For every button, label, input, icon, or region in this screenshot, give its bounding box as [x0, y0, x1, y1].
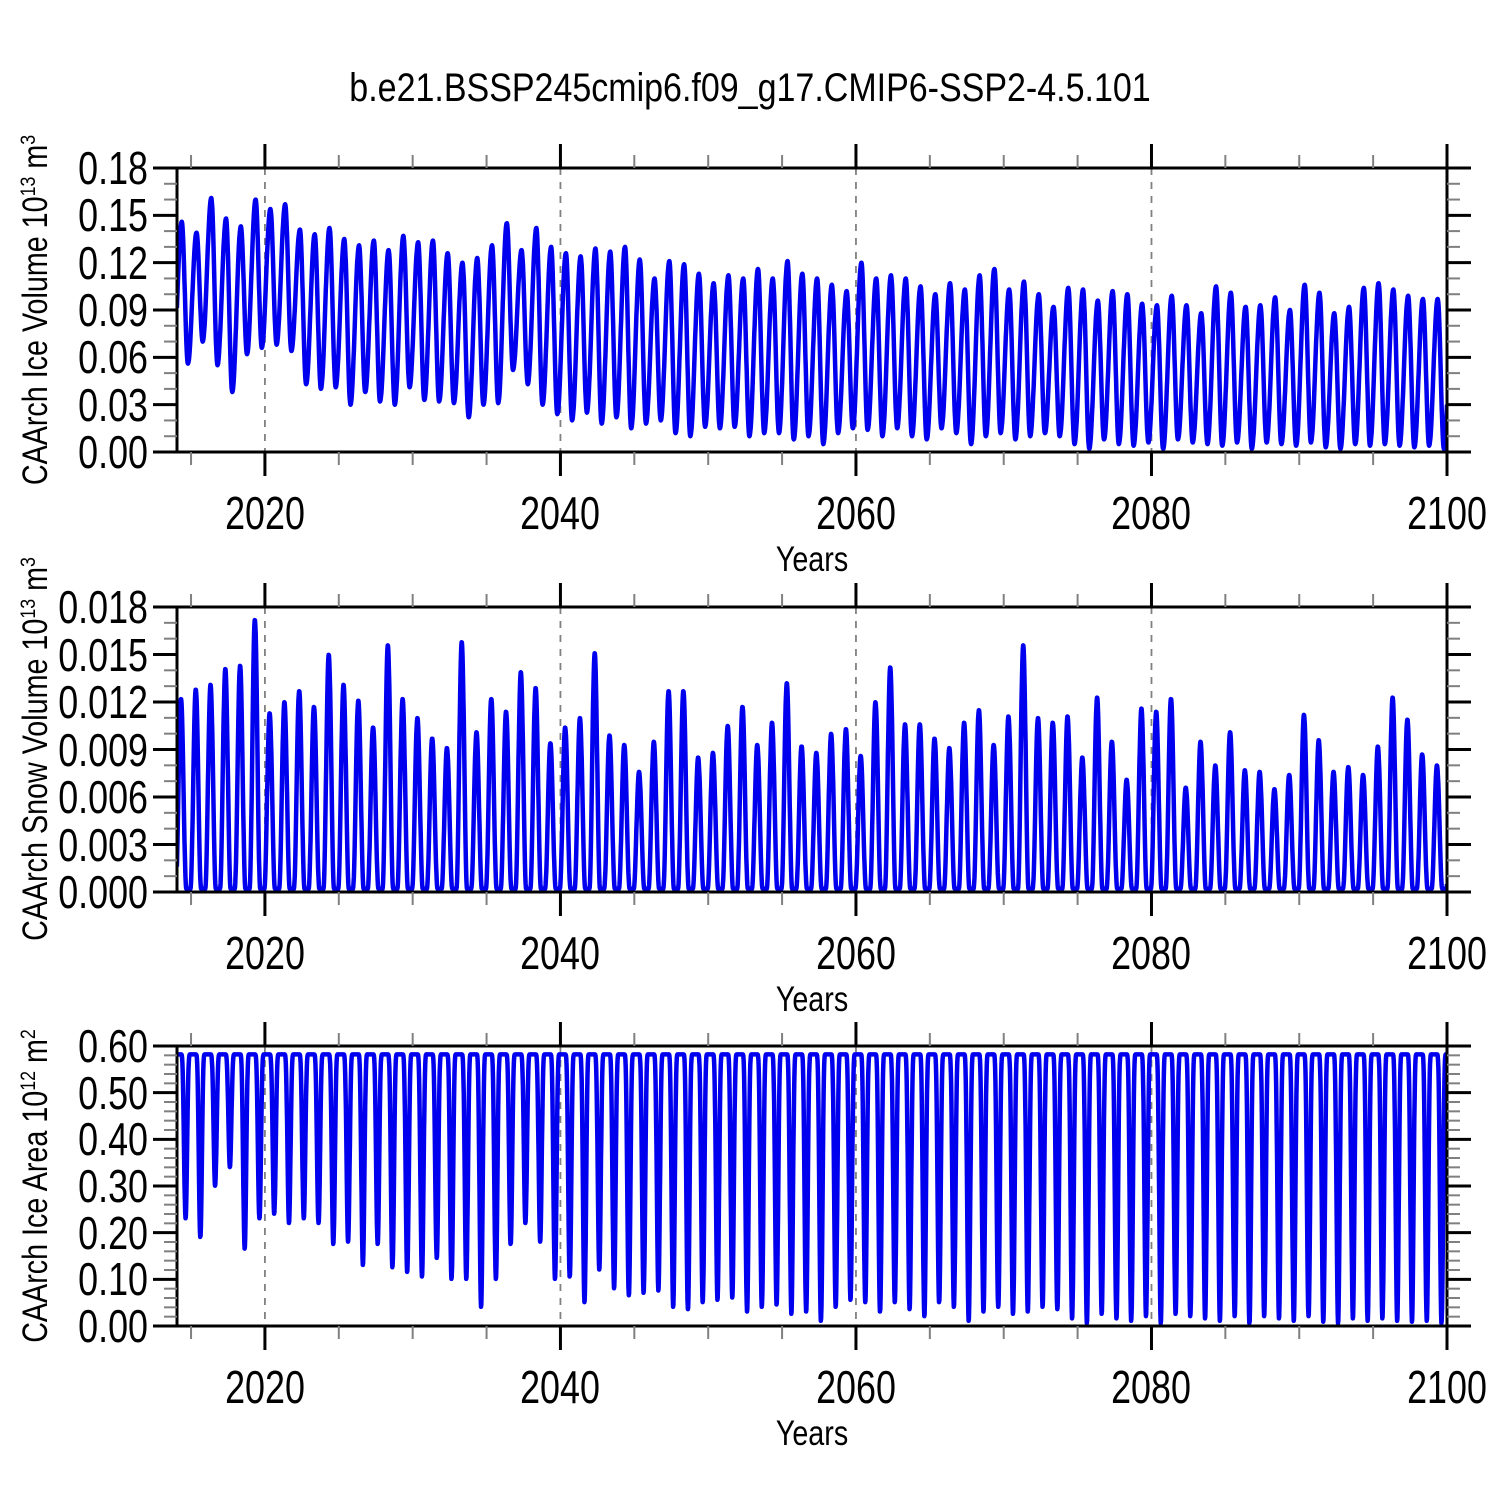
x-tick-label: 2080: [1111, 927, 1192, 979]
y-tick-label: 0.018: [58, 581, 148, 633]
panel-caarch-snow-volume: [153, 583, 1471, 916]
y-tick-label: 0.006: [58, 771, 148, 823]
panel-caarch-ice-volume: [153, 144, 1471, 476]
y-tick-label: 0.009: [58, 723, 148, 776]
x-tick-label: 2100: [1407, 1361, 1487, 1413]
y-tick-label: 0.30: [78, 1160, 148, 1212]
panel-caarch-ice-area: [153, 1022, 1471, 1350]
x-axis-title-panel3: Years: [775, 1414, 849, 1453]
y-tick-label: 0.003: [58, 818, 148, 871]
x-tick-label: 2020: [224, 1361, 305, 1413]
y-tick-label: 0.00: [78, 1300, 148, 1352]
y-tick-label: 0.12: [78, 236, 148, 289]
y-tick-label: 0.20: [78, 1206, 148, 1259]
y-tick-label: 0.00: [78, 426, 148, 478]
caarch-snow-volume-series-line: [177, 617, 1447, 892]
x-axis-title-panel1: Years: [775, 540, 849, 579]
caarch-ice-volume-series-line: [177, 195, 1447, 452]
superscript: 3: [15, 557, 41, 567]
x-tick-label: 2060: [816, 487, 896, 539]
y-tick-label: 0.10: [78, 1253, 148, 1306]
x-tick-label: 2080: [1111, 487, 1192, 539]
y-tick-label: 0.18: [78, 142, 148, 194]
y-tick-label: 0.06: [78, 331, 148, 384]
page-title: b.e21.BSSP245cmip6.f09_g17.CMIP6-SSP2-4.…: [349, 66, 1151, 110]
y-tick-label: 0.40: [78, 1113, 148, 1166]
y-tick-label: 0.50: [78, 1066, 148, 1119]
y-tick-label: 0.012: [58, 676, 148, 728]
x-tick-label: 2040: [520, 1361, 601, 1413]
y-tick-label: 0.03: [78, 378, 148, 431]
caarch-ice-area-series-line: [177, 1052, 1447, 1326]
y-tick-label: 0.000: [58, 866, 148, 918]
x-tick-label: 2020: [224, 487, 305, 539]
x-axis-title-panel2: Years: [775, 980, 849, 1019]
x-tick-label: 2080: [1111, 1361, 1192, 1413]
y-tick-label: 0.09: [78, 284, 148, 336]
x-tick-label: 2040: [520, 927, 601, 979]
x-tick-label: 2100: [1407, 927, 1487, 979]
x-tick-label: 2060: [816, 1361, 896, 1413]
x-tick-label: 2020: [224, 927, 305, 979]
y-tick-label: 0.15: [78, 189, 148, 242]
y-tick-label: 0.60: [78, 1020, 148, 1072]
y-tick-label: 0.015: [58, 628, 148, 681]
x-tick-label: 2060: [816, 927, 896, 979]
x-tick-label: 2100: [1407, 487, 1487, 539]
x-tick-label: 2040: [520, 487, 601, 539]
